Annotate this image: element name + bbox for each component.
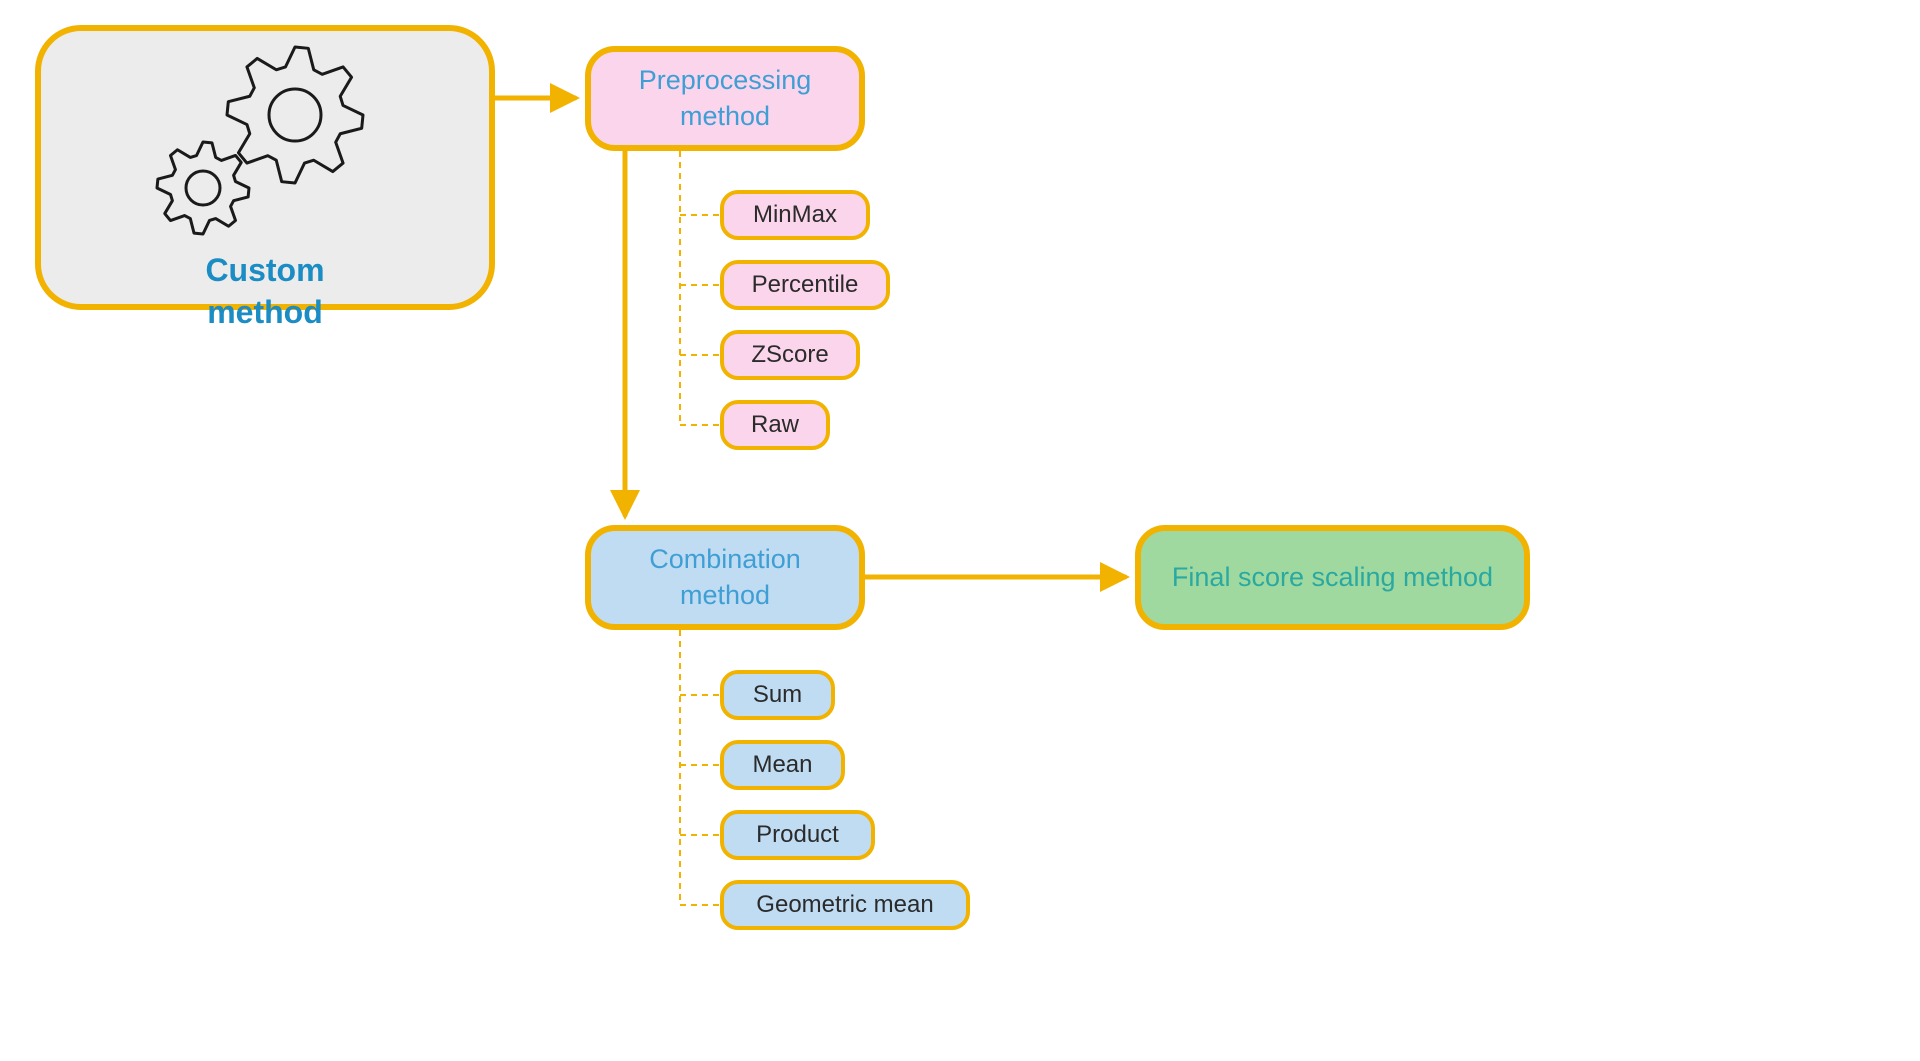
preproc-option-label: Percentile [752,271,859,299]
custom-node: Custom method [35,25,495,310]
combo-option: Sum [720,670,835,720]
combo-node: Combination method [585,525,865,630]
preproc-option-label: ZScore [751,341,828,369]
preproc-option-label: MinMax [753,201,837,229]
preproc-option: Percentile [720,260,890,310]
preproc-node: Preprocessing method [585,46,865,151]
preproc-option: Raw [720,400,830,450]
combo-option-label: Sum [753,681,802,709]
custom-label: Custom method [153,250,377,333]
combo-option: Product [720,810,875,860]
combo-option: Geometric mean [720,880,970,930]
preproc-option: MinMax [720,190,870,240]
preproc-option: ZScore [720,330,860,380]
final-node: Final score scaling method [1135,525,1530,630]
combo-label: Combination method [591,542,859,612]
preproc-label: Preprocessing method [591,63,859,133]
combo-option-label: Mean [752,751,812,779]
combo-option: Mean [720,740,845,790]
final-label: Final score scaling method [1160,560,1505,595]
combo-option-label: Geometric mean [756,891,933,919]
preproc-option-label: Raw [751,411,799,439]
combo-option-label: Product [756,821,839,849]
